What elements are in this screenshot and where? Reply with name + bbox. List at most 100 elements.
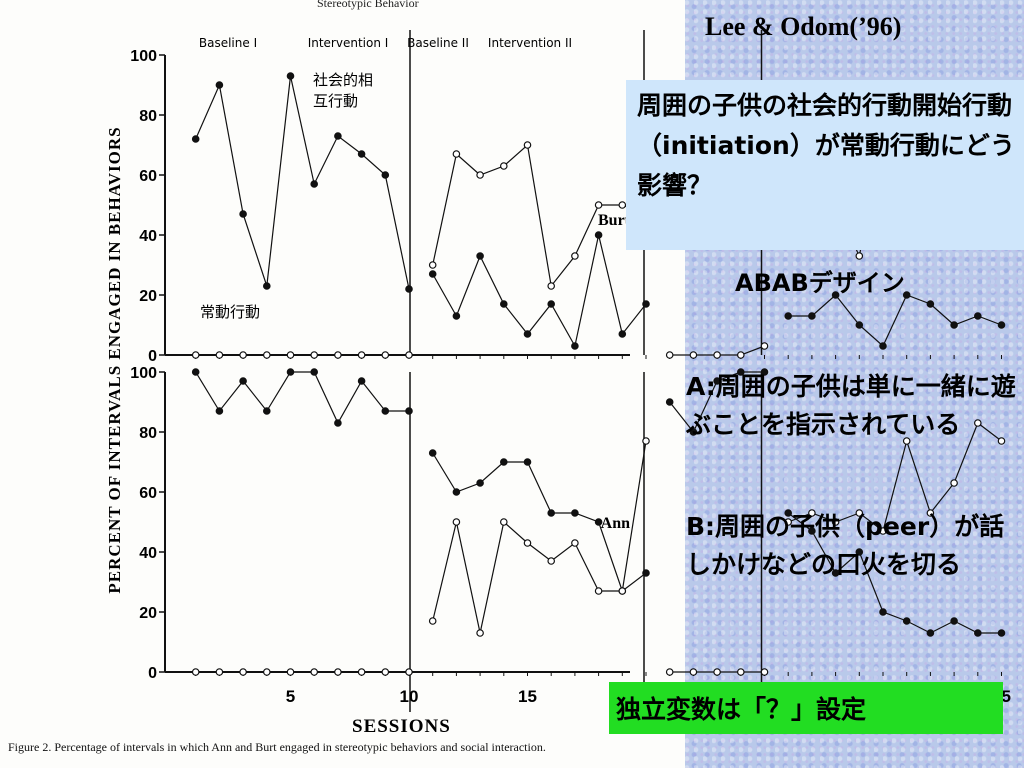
data-point bbox=[239, 377, 247, 385]
data-point bbox=[547, 509, 556, 517]
data-point bbox=[310, 668, 319, 676]
data-point bbox=[381, 668, 390, 676]
data-point bbox=[405, 668, 413, 676]
data-point bbox=[879, 608, 887, 616]
annotation-stereotypic-behavior: 常動行動 bbox=[200, 303, 261, 321]
data-point bbox=[405, 351, 413, 359]
phase-label-3: Baseline II bbox=[407, 36, 469, 50]
data-point bbox=[973, 312, 982, 320]
data-point bbox=[334, 419, 342, 427]
data-point bbox=[855, 509, 864, 517]
data-point bbox=[499, 458, 508, 466]
data-point bbox=[334, 132, 342, 140]
annotation-social-interaction: 社会的相互行動 bbox=[313, 71, 374, 110]
data-point bbox=[973, 629, 982, 637]
data-point bbox=[286, 351, 295, 359]
data-point bbox=[452, 518, 461, 526]
data-point bbox=[262, 282, 271, 290]
data-point bbox=[926, 509, 935, 517]
data-point bbox=[239, 210, 247, 218]
y-tick-label: 40 bbox=[139, 545, 157, 562]
data-point bbox=[191, 368, 200, 376]
data-point bbox=[239, 351, 247, 359]
data-point bbox=[191, 351, 200, 359]
y-tick-label: 60 bbox=[139, 485, 157, 502]
data-point bbox=[286, 72, 295, 80]
data-point bbox=[523, 330, 532, 338]
series-line bbox=[432, 143, 647, 288]
data-point bbox=[973, 419, 982, 427]
data-point bbox=[594, 231, 603, 239]
data-point bbox=[760, 368, 769, 376]
data-point bbox=[334, 351, 342, 359]
data-point bbox=[879, 527, 887, 535]
data-point bbox=[760, 668, 769, 676]
data-point bbox=[997, 321, 1006, 329]
phase-label-1: Baseline I bbox=[199, 36, 257, 50]
data-point bbox=[571, 342, 579, 350]
data-point bbox=[381, 407, 390, 415]
phase-label-2: Intervention I bbox=[308, 36, 389, 50]
data-point bbox=[926, 629, 935, 637]
participant-label-ann: Ann bbox=[601, 515, 630, 532]
data-point bbox=[689, 668, 698, 676]
data-point bbox=[310, 368, 319, 376]
data-point bbox=[286, 368, 295, 376]
data-point bbox=[547, 300, 556, 308]
data-point bbox=[262, 407, 271, 415]
data-point bbox=[215, 668, 224, 676]
data-point bbox=[452, 488, 461, 496]
phase-b-description: B:周囲の子供（peer）が話しかけなどの口火を切る bbox=[686, 512, 1005, 579]
data-point bbox=[262, 668, 271, 676]
data-point bbox=[713, 377, 721, 385]
data-point bbox=[523, 141, 532, 149]
data-point bbox=[689, 351, 698, 359]
data-point bbox=[547, 282, 556, 290]
data-point bbox=[594, 201, 603, 209]
data-point bbox=[950, 617, 958, 625]
data-point bbox=[334, 668, 342, 676]
data-point bbox=[760, 342, 769, 350]
data-point bbox=[262, 351, 271, 359]
question-text: 周囲の子供の社会的行動開始行動（initiation）が常動行動にどう影響？ bbox=[637, 91, 1015, 200]
data-point bbox=[215, 407, 224, 415]
y-axis-label: PERCENT OF INTERVALS ENGAGED IN BEHAVIOR… bbox=[105, 126, 124, 593]
data-point bbox=[950, 321, 958, 329]
data-point bbox=[713, 668, 721, 676]
data-point bbox=[571, 509, 579, 517]
figure-caption: Figure 2. Percentage of intervals in whi… bbox=[8, 740, 546, 754]
question-box bbox=[626, 80, 1024, 250]
data-point bbox=[784, 518, 793, 526]
data-point bbox=[357, 377, 366, 385]
x-axis-label: SESSIONS bbox=[352, 716, 451, 737]
phase-a-description: A:周囲の子供は単に一緒に遊ぶことを指示されている bbox=[686, 372, 1016, 439]
series-line bbox=[788, 294, 1002, 347]
data-point bbox=[405, 285, 413, 293]
data-point bbox=[808, 509, 816, 517]
data-point bbox=[665, 351, 674, 359]
y-tick-label: 20 bbox=[139, 605, 157, 622]
independent-variable-box bbox=[609, 682, 1003, 734]
y-tick-label: 20 bbox=[139, 288, 157, 305]
data-point bbox=[476, 629, 484, 637]
data-point bbox=[428, 261, 437, 269]
series-line bbox=[432, 440, 647, 634]
data-point bbox=[618, 587, 627, 595]
data-point bbox=[452, 150, 461, 158]
data-point bbox=[191, 668, 200, 676]
data-point bbox=[642, 300, 650, 308]
independent-variable-text: 独立変数は「？」設定 bbox=[616, 695, 867, 724]
data-point bbox=[784, 509, 793, 517]
data-point bbox=[452, 312, 461, 320]
data-point bbox=[215, 351, 224, 359]
data-point bbox=[831, 518, 840, 526]
data-point bbox=[902, 437, 911, 445]
data-point bbox=[428, 449, 437, 457]
x-tick-label: 15 bbox=[518, 687, 537, 706]
data-point bbox=[476, 479, 484, 487]
slide-title: Lee & Odom(’96) bbox=[705, 12, 902, 41]
data-point bbox=[855, 548, 864, 556]
data-point bbox=[476, 171, 484, 179]
data-point bbox=[310, 180, 319, 188]
data-point bbox=[879, 342, 887, 350]
